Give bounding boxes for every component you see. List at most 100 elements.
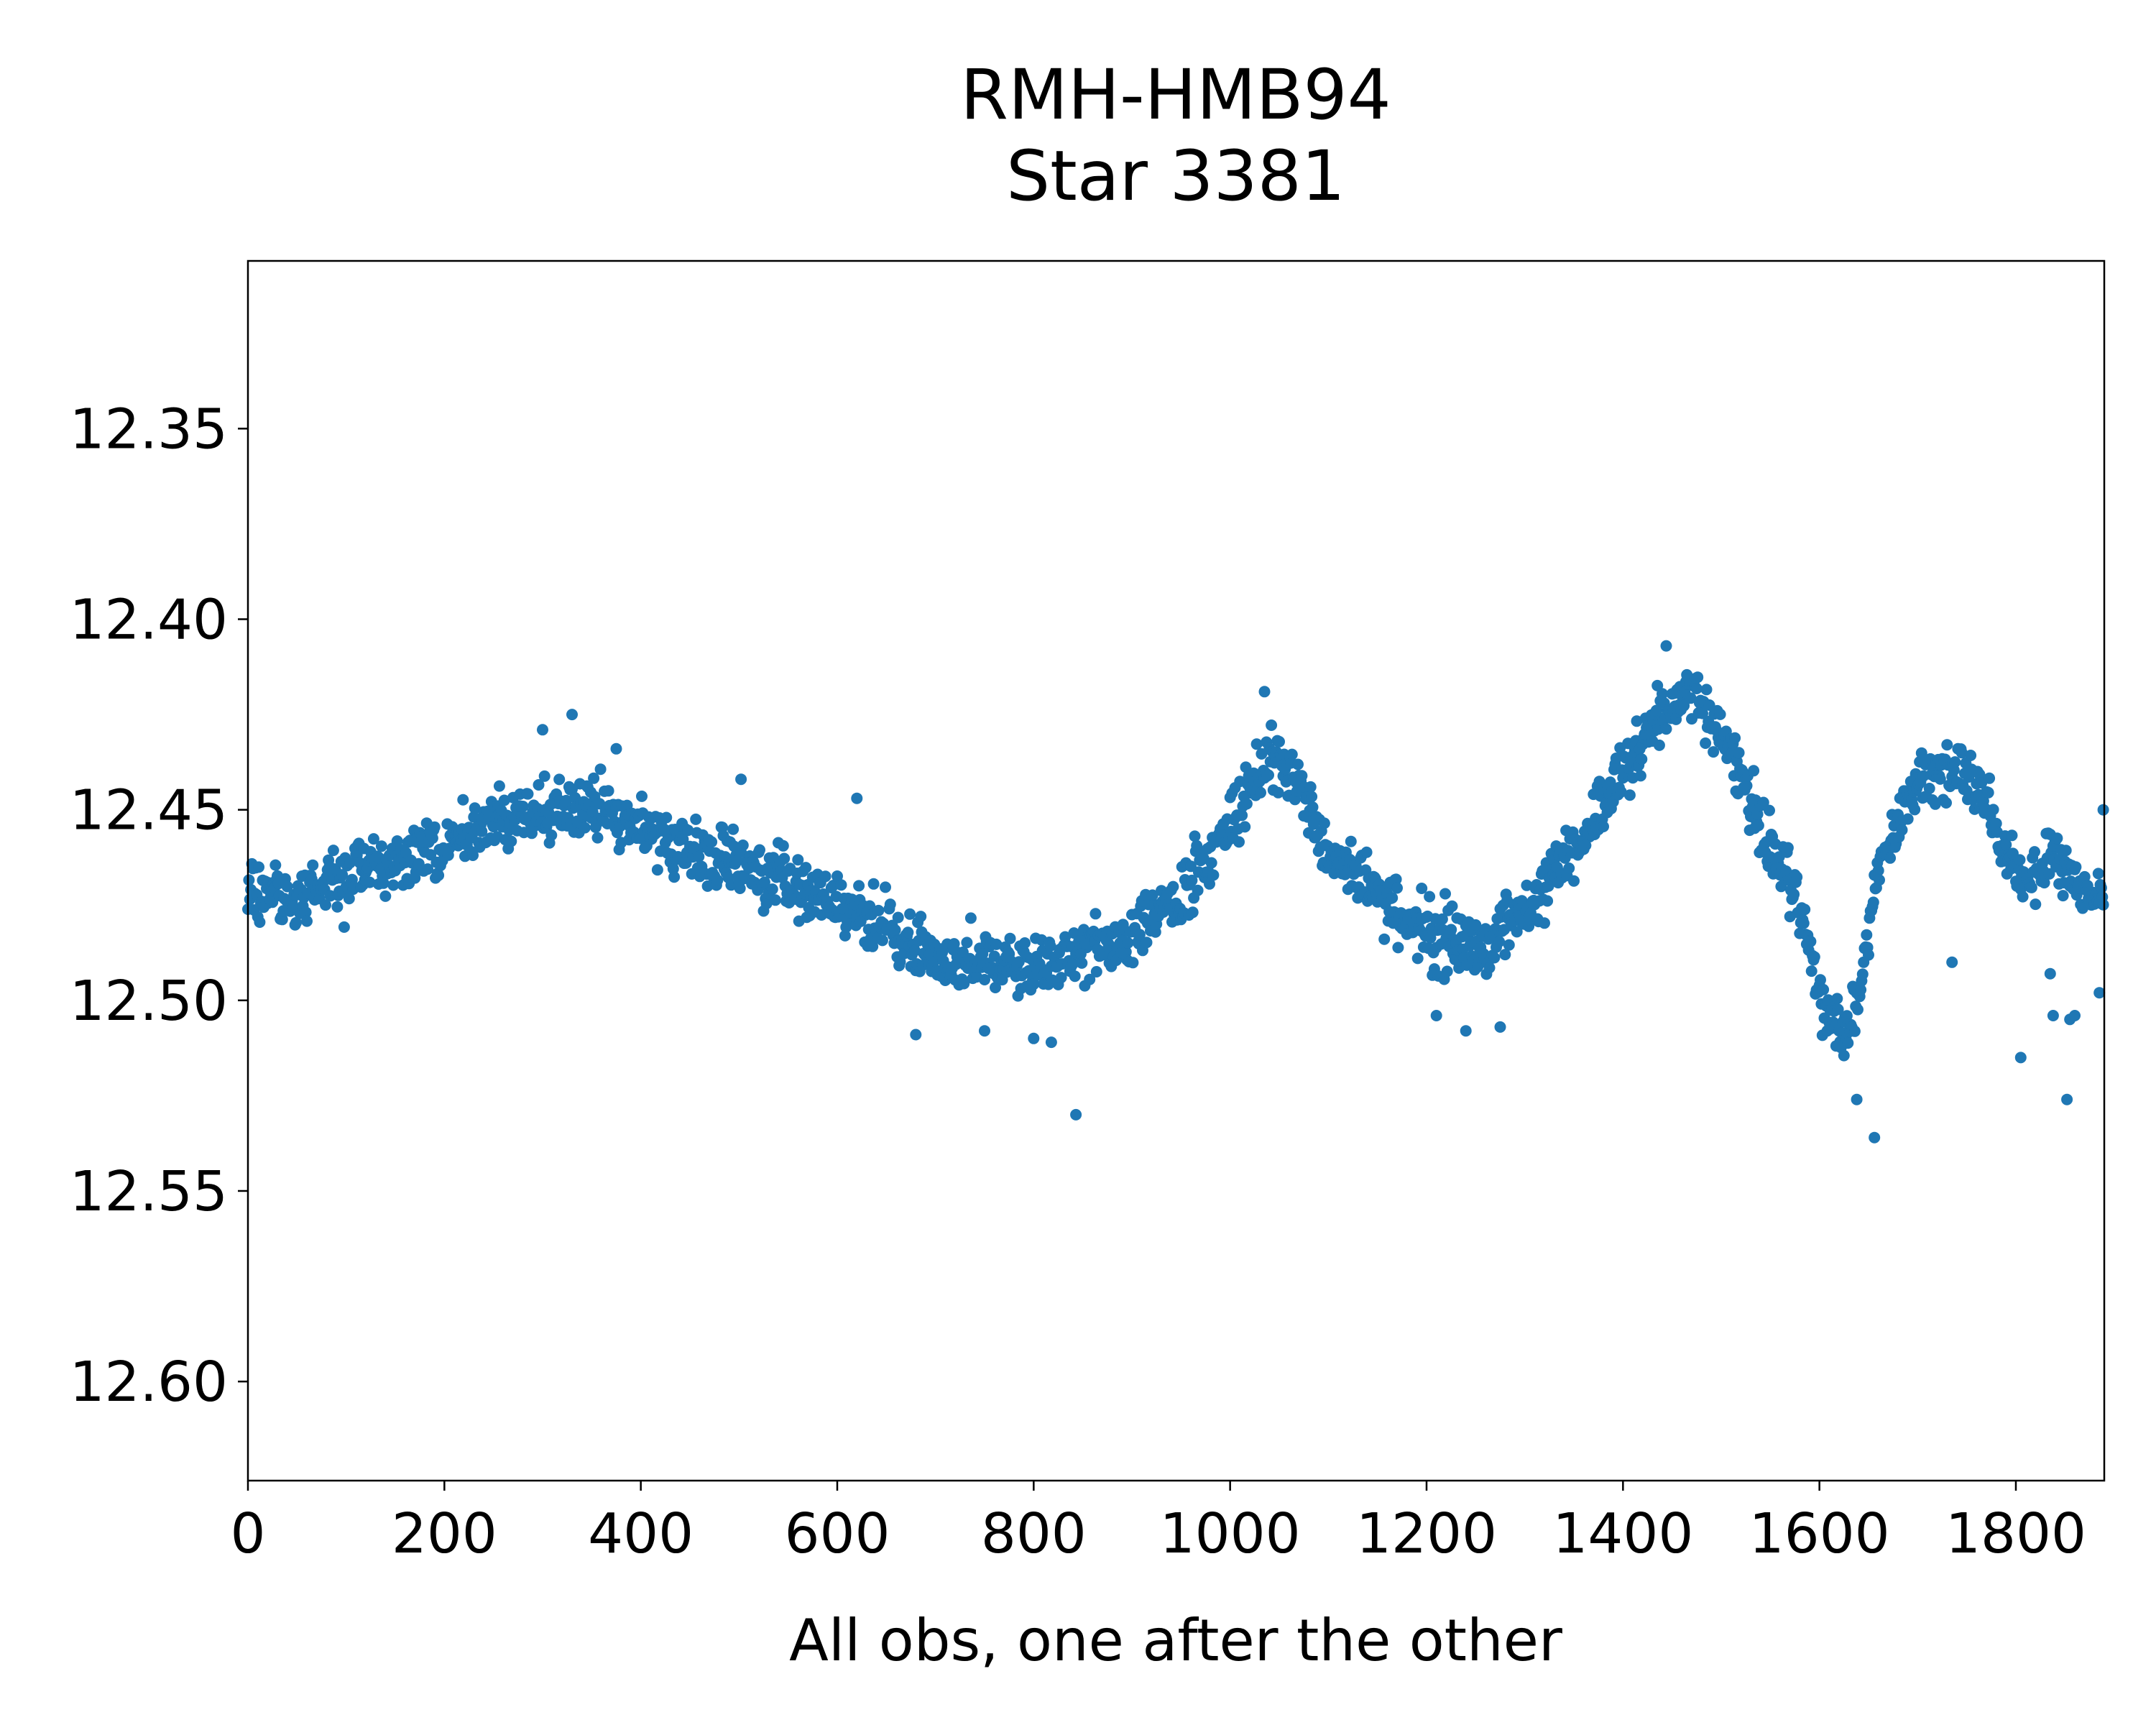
x-tick-label: 1200 [1356, 1502, 1497, 1566]
data-point [1070, 1108, 1082, 1121]
data-point [1521, 879, 1533, 891]
chart-title-line2: Star 3381 [1006, 136, 1345, 216]
plot-frame [247, 259, 2106, 1482]
data-point [344, 857, 356, 869]
data-point [579, 822, 591, 834]
data-point [566, 709, 578, 721]
data-point [1494, 1021, 1506, 1033]
data-point [1861, 929, 1873, 941]
data-point [1598, 821, 1609, 832]
data-point [711, 874, 724, 886]
y-tick-label: 12.50 [70, 970, 228, 1034]
data-point [336, 869, 349, 881]
data-point [545, 829, 558, 841]
data-point [1955, 747, 1968, 759]
data-point [948, 938, 960, 950]
data-point [1751, 808, 1764, 820]
x-tick-label: 1000 [1160, 1502, 1301, 1566]
data-point [1255, 786, 1266, 799]
data-point [375, 840, 387, 852]
data-point [1441, 965, 1453, 978]
data-point [300, 906, 312, 919]
data-point [433, 869, 445, 881]
data-point [1045, 1036, 1057, 1049]
data-point [990, 938, 1003, 950]
data-point [387, 879, 400, 891]
data-point [1446, 900, 1458, 912]
y-tick-label: 12.40 [70, 588, 228, 652]
data-point [990, 982, 1001, 993]
data-point [1940, 797, 1952, 809]
data-point [1874, 874, 1885, 886]
data-point [693, 850, 705, 862]
data-point [1263, 769, 1274, 781]
data-point [1902, 813, 1914, 825]
data-point [1204, 878, 1215, 890]
data-point [1856, 968, 1869, 980]
data-point [1568, 875, 1580, 887]
data-point [958, 978, 970, 990]
x-axis-label: All obs, one after the other [789, 1607, 1562, 1674]
y-tick-label: 12.45 [70, 779, 228, 843]
data-point [2030, 898, 2042, 911]
data-point [1831, 993, 1843, 1005]
data-point [1345, 835, 1357, 847]
data-point [522, 788, 534, 800]
data-point [2076, 902, 2088, 914]
data-point [731, 855, 743, 867]
data-point [537, 724, 548, 736]
data-point [853, 880, 865, 892]
data-point [1580, 840, 1592, 852]
data-point [1852, 1003, 1864, 1016]
data-point [977, 948, 989, 960]
data-point [819, 870, 831, 883]
data-point [364, 876, 376, 888]
x-tick-label: 400 [588, 1502, 694, 1566]
data-point [2060, 845, 2072, 857]
data-point [1949, 756, 1961, 768]
x-tick-label: 1400 [1552, 1502, 1693, 1566]
data-point [588, 772, 600, 784]
data-point [792, 854, 804, 866]
data-point [505, 835, 517, 847]
data-point [591, 832, 604, 844]
data-point [1390, 873, 1402, 886]
data-point [594, 763, 607, 776]
data-point [1623, 789, 1636, 801]
data-point [1851, 1093, 1863, 1105]
data-point [1028, 978, 1040, 990]
data-point [1146, 889, 1158, 901]
data-point [1424, 932, 1437, 944]
data-point [1700, 684, 1713, 696]
data-point [1863, 949, 1874, 961]
data-point [1604, 776, 1616, 788]
y-axis-ticks: 12.35 12.40 12.45 12.50 12.55 12.60 [70, 397, 248, 1414]
data-point [1127, 957, 1139, 969]
data-point [1838, 1049, 1850, 1062]
data-point [270, 859, 282, 871]
chart-title-line1: RMH-HMB94 [960, 55, 1391, 135]
data-point [2069, 1010, 2081, 1021]
data-point [2014, 1052, 2027, 1064]
data-point [1090, 966, 1102, 978]
data-point [979, 974, 990, 985]
data-point [1019, 937, 1031, 949]
y-tick-label: 12.60 [70, 1351, 228, 1414]
data-point [1909, 804, 1921, 816]
data-point [602, 785, 614, 797]
data-point [851, 792, 863, 804]
data-point [735, 773, 747, 786]
data-point [1424, 891, 1436, 903]
data-point [1542, 895, 1554, 907]
data-point [1915, 747, 1927, 759]
data-point [1788, 888, 1800, 901]
data-point [377, 877, 390, 889]
data-point [1141, 937, 1153, 949]
data-point [1660, 723, 1672, 735]
data-point [889, 924, 901, 936]
data-point [553, 773, 566, 786]
x-tick-label: 200 [392, 1502, 497, 1566]
data-point [1089, 908, 1102, 920]
data-point [290, 916, 302, 929]
data-point [2006, 829, 2018, 842]
